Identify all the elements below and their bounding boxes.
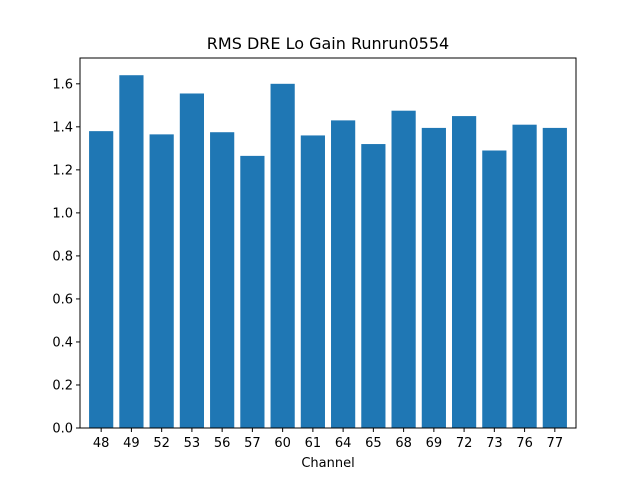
bar-channel-52: [149, 134, 174, 428]
bar-channel-73: [482, 150, 507, 428]
y-tick-label: 1.0: [52, 206, 73, 221]
bar-channel-64: [331, 120, 356, 428]
x-tick-label: 77: [547, 436, 564, 451]
bar-channel-76: [512, 124, 537, 428]
bar-channel-57: [240, 155, 265, 428]
bar-channel-56: [210, 132, 235, 428]
chart-title: RMS DRE Lo Gain Runrun0554: [207, 34, 449, 53]
y-tick-label: 1.6: [52, 77, 73, 92]
plot-frame: [79, 57, 577, 429]
bar-channel-61: [300, 135, 325, 428]
x-tick-label: 52: [153, 436, 170, 451]
x-tick-label: 57: [244, 436, 261, 451]
y-tick-label: 0.4: [52, 335, 73, 350]
y-axis-ticks: 0.0 0.2 0.4 0.6 0.8 1.0 1.2 1.4 1.6: [52, 77, 80, 437]
x-tick-label: 48: [93, 436, 110, 451]
bar-channel-68: [391, 110, 416, 428]
bar-channel-49: [119, 75, 144, 429]
x-tick-label: 72: [456, 436, 473, 451]
bars-group: [89, 75, 567, 429]
x-tick-label: 61: [305, 436, 322, 451]
x-tick-label: 73: [486, 436, 503, 451]
x-tick-label: 65: [365, 436, 382, 451]
y-tick-label: 0.2: [52, 378, 73, 393]
x-axis-ticks: 48 49 52 53 56 57 60 61 64 65 68 69 72 73 76 77: [93, 428, 563, 451]
x-tick-label: 49: [123, 436, 140, 451]
y-tick-label: 0.6: [52, 292, 73, 307]
bar-channel-72: [452, 116, 477, 428]
y-tick-label: 1.4: [52, 120, 73, 135]
bar-channel-77: [542, 127, 567, 428]
bar-channel-48: [89, 131, 114, 428]
x-tick-label: 64: [335, 436, 352, 451]
bar-channel-69: [421, 127, 446, 428]
x-axis-label: Channel: [301, 456, 354, 471]
y-tick-label: 0.0: [52, 422, 73, 437]
bar-channel-53: [179, 93, 204, 429]
x-tick-label: 56: [214, 436, 231, 451]
y-tick-label: 0.8: [52, 249, 73, 264]
bar-channel-60: [270, 83, 295, 428]
y-tick-label: 1.2: [52, 163, 73, 178]
x-tick-label: 76: [516, 436, 533, 451]
x-tick-label: 60: [274, 436, 291, 451]
x-tick-label: 68: [395, 436, 412, 451]
x-tick-label: 53: [184, 436, 201, 451]
x-tick-label: 69: [426, 436, 443, 451]
bar-channel-65: [361, 144, 386, 429]
